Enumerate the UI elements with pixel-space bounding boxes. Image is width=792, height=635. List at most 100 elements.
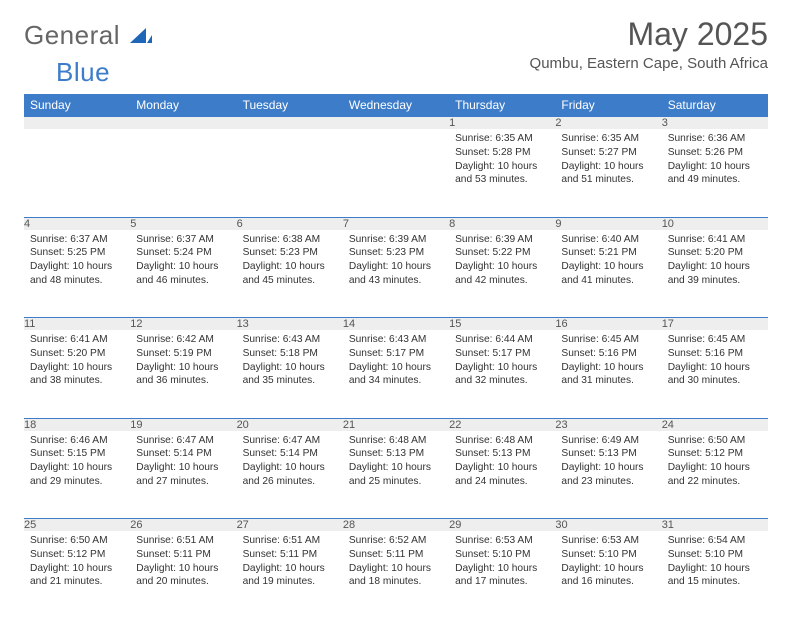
day-number-cell: 4 [24,217,130,230]
day-detail-cell: Sunrise: 6:39 AMSunset: 5:23 PMDaylight:… [343,230,449,318]
day-number-cell: 24 [662,418,768,431]
sunrise-text: Sunrise: 6:40 AM [561,233,655,247]
day-detail-cell: Sunrise: 6:38 AMSunset: 5:23 PMDaylight:… [237,230,343,318]
sunset-text: Sunset: 5:26 PM [668,146,762,160]
daylight2-text: and 30 minutes. [668,374,762,388]
calendar-header-row: SundayMondayTuesdayWednesdayThursdayFrid… [24,94,768,117]
daylight1-text: Daylight: 10 hours [561,160,655,174]
daylight1-text: Daylight: 10 hours [30,260,124,274]
sunrise-text: Sunrise: 6:47 AM [136,434,230,448]
daylight1-text: Daylight: 10 hours [30,461,124,475]
sunrise-text: Sunrise: 6:45 AM [561,333,655,347]
sunset-text: Sunset: 5:12 PM [30,548,124,562]
daylight2-text: and 42 minutes. [455,274,549,288]
daylight2-text: and 20 minutes. [136,575,230,589]
sunrise-text: Sunrise: 6:53 AM [455,534,549,548]
day-number-cell: 19 [130,418,236,431]
day-number-cell: 6 [237,217,343,230]
day-detail-cell: Sunrise: 6:47 AMSunset: 5:14 PMDaylight:… [130,431,236,519]
daylight2-text: and 36 minutes. [136,374,230,388]
day-number-cell: 13 [237,318,343,331]
daylight2-text: and 32 minutes. [455,374,549,388]
day-number-cell: 17 [662,318,768,331]
daylight1-text: Daylight: 10 hours [668,260,762,274]
daylight2-text: and 51 minutes. [561,173,655,187]
sunset-text: Sunset: 5:10 PM [668,548,762,562]
day-number-cell: 26 [130,519,236,532]
sunset-text: Sunset: 5:11 PM [349,548,443,562]
sunset-text: Sunset: 5:23 PM [349,246,443,260]
day-detail-cell: Sunrise: 6:35 AMSunset: 5:28 PMDaylight:… [449,129,555,217]
daylight1-text: Daylight: 10 hours [243,461,337,475]
logo-part1: General [24,20,120,50]
day-detail-row: Sunrise: 6:37 AMSunset: 5:25 PMDaylight:… [24,230,768,318]
daylight2-text: and 48 minutes. [30,274,124,288]
sunset-text: Sunset: 5:28 PM [455,146,549,160]
daylight2-text: and 29 minutes. [30,475,124,489]
day-detail-cell: Sunrise: 6:51 AMSunset: 5:11 PMDaylight:… [130,531,236,619]
day-number-cell: 9 [555,217,661,230]
sunset-text: Sunset: 5:11 PM [243,548,337,562]
daylight1-text: Daylight: 10 hours [561,562,655,576]
day-number-cell [130,117,236,130]
daylight2-text: and 41 minutes. [561,274,655,288]
day-detail-cell: Sunrise: 6:43 AMSunset: 5:17 PMDaylight:… [343,330,449,418]
day-detail-cell: Sunrise: 6:44 AMSunset: 5:17 PMDaylight:… [449,330,555,418]
sunrise-text: Sunrise: 6:50 AM [668,434,762,448]
day-number-cell: 22 [449,418,555,431]
day-number-cell: 7 [343,217,449,230]
daylight1-text: Daylight: 10 hours [455,160,549,174]
calendar-table: SundayMondayTuesdayWednesdayThursdayFrid… [24,94,768,619]
day-detail-cell: Sunrise: 6:41 AMSunset: 5:20 PMDaylight:… [662,230,768,318]
daylight2-text: and 31 minutes. [561,374,655,388]
daylight2-text: and 26 minutes. [243,475,337,489]
day-detail-cell: Sunrise: 6:51 AMSunset: 5:11 PMDaylight:… [237,531,343,619]
daylight2-text: and 15 minutes. [668,575,762,589]
daylight2-text: and 35 minutes. [243,374,337,388]
daylight1-text: Daylight: 10 hours [349,260,443,274]
day-number-cell: 23 [555,418,661,431]
daylight2-text: and 39 minutes. [668,274,762,288]
day-detail-cell: Sunrise: 6:41 AMSunset: 5:20 PMDaylight:… [24,330,130,418]
daylight1-text: Daylight: 10 hours [668,160,762,174]
day-number-row: 123 [24,117,768,130]
daylight2-text: and 38 minutes. [30,374,124,388]
day-detail-cell: Sunrise: 6:39 AMSunset: 5:22 PMDaylight:… [449,230,555,318]
sunrise-text: Sunrise: 6:39 AM [455,233,549,247]
daylight1-text: Daylight: 10 hours [455,461,549,475]
daylight2-text: and 43 minutes. [349,274,443,288]
logo-text: General Blue [24,20,152,88]
day-detail-cell: Sunrise: 6:53 AMSunset: 5:10 PMDaylight:… [449,531,555,619]
sunset-text: Sunset: 5:13 PM [455,447,549,461]
sunset-text: Sunset: 5:17 PM [349,347,443,361]
day-detail-row: Sunrise: 6:41 AMSunset: 5:20 PMDaylight:… [24,330,768,418]
weekday-header: Tuesday [237,94,343,117]
day-number-cell: 16 [555,318,661,331]
calendar-page: General Blue May 2025 Qumbu, Eastern Cap… [0,0,792,635]
daylight2-text: and 45 minutes. [243,274,337,288]
sunrise-text: Sunrise: 6:35 AM [561,132,655,146]
logo-part2: Blue [24,57,110,87]
day-detail-cell: Sunrise: 6:40 AMSunset: 5:21 PMDaylight:… [555,230,661,318]
daylight1-text: Daylight: 10 hours [668,361,762,375]
daylight2-text: and 24 minutes. [455,475,549,489]
sunset-text: Sunset: 5:19 PM [136,347,230,361]
day-detail-row: Sunrise: 6:35 AMSunset: 5:28 PMDaylight:… [24,129,768,217]
day-number-cell: 31 [662,519,768,532]
sunrise-text: Sunrise: 6:51 AM [243,534,337,548]
daylight1-text: Daylight: 10 hours [561,260,655,274]
day-number-cell [343,117,449,130]
day-detail-cell [130,129,236,217]
sunset-text: Sunset: 5:13 PM [561,447,655,461]
day-number-cell: 8 [449,217,555,230]
sunrise-text: Sunrise: 6:39 AM [349,233,443,247]
day-number-cell: 25 [24,519,130,532]
sunrise-text: Sunrise: 6:36 AM [668,132,762,146]
sunset-text: Sunset: 5:25 PM [30,246,124,260]
sunrise-text: Sunrise: 6:37 AM [136,233,230,247]
sunset-text: Sunset: 5:14 PM [243,447,337,461]
daylight1-text: Daylight: 10 hours [561,361,655,375]
day-number-cell: 2 [555,117,661,130]
daylight1-text: Daylight: 10 hours [30,562,124,576]
sunrise-text: Sunrise: 6:49 AM [561,434,655,448]
